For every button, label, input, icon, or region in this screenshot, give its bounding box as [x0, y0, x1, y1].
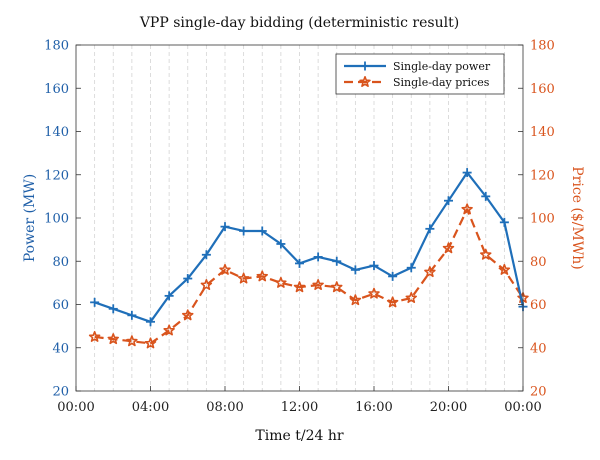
data-point: [312, 279, 324, 291]
data-point: [239, 226, 249, 236]
data-point: [257, 226, 267, 236]
y-left-tick-label: 20: [52, 385, 69, 400]
data-point: [479, 248, 492, 260]
data-point: [183, 274, 193, 284]
legend-label: Single-day power: [393, 60, 491, 73]
data-point: [256, 270, 269, 282]
data-point: [386, 296, 399, 308]
data-point: [405, 292, 418, 304]
data-point: [88, 330, 101, 342]
series-single-day-prices: [88, 203, 529, 349]
y-right-tick-label: 180: [530, 39, 555, 54]
data-point: [350, 265, 360, 275]
data-point: [293, 281, 306, 293]
data-point: [442, 242, 455, 254]
data-point: [164, 291, 174, 301]
y-right-tick-label: 160: [530, 82, 555, 97]
data-point: [200, 279, 213, 291]
series-group: [88, 168, 529, 349]
y-axis-left-label: Power (MW): [22, 174, 38, 262]
y-right-tick-label: 60: [530, 298, 547, 313]
x-tick-label: 12:00: [281, 400, 318, 415]
series-line: [94, 171, 525, 323]
x-tick-label: 08:00: [206, 400, 243, 415]
data-point: [90, 297, 100, 307]
data-point: [424, 266, 436, 278]
data-point: [107, 333, 119, 345]
data-point: [461, 203, 473, 215]
data-point: [313, 252, 323, 262]
x-tick-label: 00:00: [504, 400, 541, 415]
data-point: [462, 168, 472, 178]
data-point: [295, 258, 304, 268]
x-tick-label: 16:00: [355, 400, 392, 415]
legend-marker: [359, 76, 371, 88]
y-left-tick-label: 40: [52, 341, 69, 356]
x-axis-label: Time t/24 hr: [255, 428, 343, 444]
y-left-tick-label: 80: [52, 255, 69, 270]
y-right-tick-label: 80: [530, 255, 547, 270]
legend-item: Single-day power: [344, 60, 491, 73]
data-point: [498, 263, 511, 275]
data-point: [444, 196, 453, 206]
data-point: [481, 191, 491, 201]
data-point: [425, 224, 435, 234]
y-left-tick-label: 120: [44, 168, 69, 183]
legend-label: Single-day prices: [393, 76, 490, 89]
x-tick-label: 04:00: [132, 400, 169, 415]
y-left-tick-label: 140: [44, 125, 69, 140]
chart-title: VPP single-day bidding (deterministic re…: [139, 15, 459, 31]
y-left-tick-label: 160: [44, 82, 69, 97]
data-point: [276, 239, 286, 249]
data-point: [126, 335, 138, 347]
data-point: [108, 304, 118, 314]
data-point: [182, 309, 194, 321]
y-left-tick-label: 60: [52, 298, 69, 313]
data-point: [237, 272, 250, 284]
data-point: [368, 287, 380, 299]
y-left-tick-label: 100: [44, 212, 69, 227]
legend-marker: [360, 61, 370, 71]
grid: [94, 45, 505, 391]
data-point: [369, 261, 379, 271]
data-point: [388, 271, 398, 281]
y-right-tick-label: 20: [530, 385, 547, 400]
data-point: [330, 281, 343, 293]
legend-item: Single-day prices: [344, 76, 490, 89]
x-tick-label: 20:00: [430, 400, 467, 415]
data-point: [146, 317, 155, 327]
data-point: [406, 263, 416, 273]
data-point: [144, 337, 157, 349]
legend-box: [335, 53, 505, 95]
y-right-tick-label: 40: [530, 341, 547, 356]
data-point: [127, 310, 137, 320]
data-point: [163, 324, 175, 336]
data-point: [220, 222, 230, 232]
y-axis-right-label: Price ($/MWh): [569, 166, 585, 269]
x-tick-label: 00:00: [57, 400, 94, 415]
data-point: [332, 256, 342, 266]
legend: Single-day power Single-day prices: [335, 53, 505, 95]
data-point: [275, 276, 287, 288]
y-right-tick-label: 120: [530, 168, 555, 183]
y-right-tick-label: 140: [530, 125, 555, 140]
series-single-day-power: [90, 168, 528, 327]
y-left-tick-label: 180: [44, 39, 69, 54]
y-right-tick-label: 100: [530, 212, 555, 227]
data-point: [349, 294, 362, 306]
data-point: [499, 217, 509, 227]
data-point: [201, 250, 211, 260]
axes: 20 20 40 40 60 60 80 80 100 100 120 120 140 140 160 160…: [44, 39, 555, 416]
data-point: [219, 263, 231, 275]
